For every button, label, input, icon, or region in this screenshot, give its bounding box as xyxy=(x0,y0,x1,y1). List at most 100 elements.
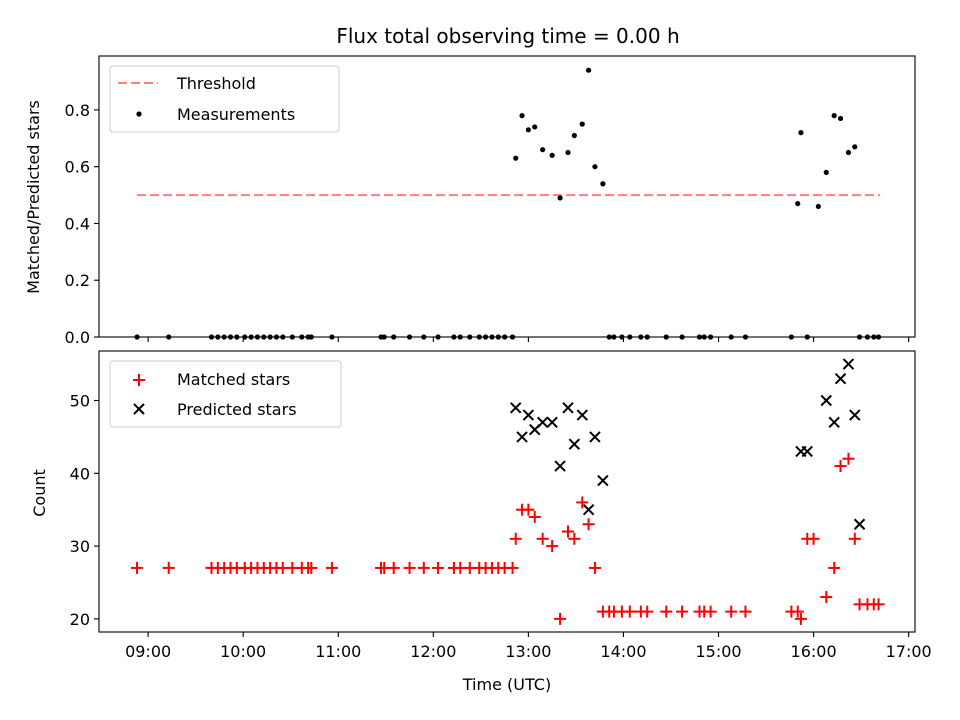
measurement-point xyxy=(421,334,427,340)
count-y-tick-label: 50 xyxy=(70,392,90,411)
predicted-star-point xyxy=(801,445,813,458)
measurement-point xyxy=(638,334,644,340)
ratio-y-tick-label: 0.4 xyxy=(65,214,90,233)
matched-star-point xyxy=(704,605,717,618)
measurement-point xyxy=(525,127,531,133)
measurement-point xyxy=(513,155,519,161)
matched-star-point xyxy=(162,561,175,574)
measurement-point xyxy=(451,334,457,340)
chart-title: Flux total observing time = 0.00 h xyxy=(336,24,679,48)
count-y-axis-label: Count xyxy=(30,469,49,517)
predicted-x-b xyxy=(801,445,813,458)
measurement-point xyxy=(248,334,254,340)
predicted-x-b xyxy=(589,431,601,443)
measurement-point xyxy=(166,334,172,340)
count-marks xyxy=(131,358,885,625)
matched-star-point xyxy=(325,561,338,574)
count-plot-frame xyxy=(98,350,916,633)
measurement-point xyxy=(856,334,863,340)
predicted-star-point xyxy=(582,503,595,516)
predicted-x-b xyxy=(546,416,558,429)
measurement-point xyxy=(391,334,397,340)
matched-star-point xyxy=(417,561,430,574)
predicted-star-point xyxy=(828,416,840,429)
matched-star-point xyxy=(432,561,445,574)
matched-star-point xyxy=(536,532,549,545)
predicted-x-b xyxy=(582,503,595,516)
measurement-point xyxy=(489,334,495,340)
measurement-point xyxy=(804,334,810,340)
measurement-point xyxy=(273,334,280,340)
measurement-point xyxy=(242,334,248,340)
matched-star-point xyxy=(794,612,807,625)
matched-star-point xyxy=(403,561,416,574)
x-tick-label: 13:00 xyxy=(505,642,551,661)
predicted-x-b xyxy=(516,431,528,443)
predicted-star-point xyxy=(834,372,847,385)
measurement-point xyxy=(815,203,821,210)
measurement-point xyxy=(871,334,877,340)
measurement-point xyxy=(586,67,592,73)
matched-star-point xyxy=(509,532,522,545)
legend-predicted-label: Predicted stars xyxy=(177,400,297,419)
matched-star-point xyxy=(588,561,601,574)
ratio-y-tick-label: 0.6 xyxy=(65,158,90,177)
predicted-star-point xyxy=(522,409,535,421)
matched-star-point xyxy=(582,518,595,531)
measurement-point xyxy=(627,334,633,340)
predicted-star-point xyxy=(820,394,832,407)
measurement-point xyxy=(540,147,546,153)
matched-star-point xyxy=(641,605,654,618)
predicted-x-b xyxy=(597,474,609,487)
predicted-star-point xyxy=(597,474,609,487)
predicted-x-b xyxy=(568,438,581,450)
matched-star-point xyxy=(623,605,636,618)
measurement-point xyxy=(329,334,335,340)
measurement-point xyxy=(831,113,837,119)
matched-star-point xyxy=(791,605,804,618)
x-tick-label: 11:00 xyxy=(315,642,361,661)
measurement-point xyxy=(644,334,650,340)
matched-star-point xyxy=(305,561,318,574)
predicted-star-point xyxy=(546,416,558,429)
legend-predicted-swatch xyxy=(133,403,145,415)
measurement-point xyxy=(261,334,267,340)
matched-star-point xyxy=(676,605,689,618)
measurement-point xyxy=(134,334,140,340)
matched-star-point xyxy=(807,532,820,545)
predicted-x-b xyxy=(853,518,866,530)
measurement-point xyxy=(457,334,463,340)
measurement-point xyxy=(837,115,844,122)
measurement-point xyxy=(308,334,314,340)
predicted-star-point xyxy=(562,402,574,414)
measurement-point xyxy=(852,144,858,150)
measurement-point xyxy=(509,334,516,340)
matched-star-point xyxy=(820,591,833,604)
measurement-point xyxy=(663,334,669,340)
legend-matched-label: Matched stars xyxy=(177,370,290,389)
ratio-legend: Threshold Measurements xyxy=(109,65,340,133)
ratio-legend-box xyxy=(109,65,340,133)
ratio-marks xyxy=(134,67,882,340)
measurement-point xyxy=(619,334,625,340)
measurement-point xyxy=(381,334,387,340)
measurement-point xyxy=(519,113,525,119)
measurement-point xyxy=(406,334,413,340)
legend-matched-swatch xyxy=(133,374,145,386)
predicted-star-point xyxy=(853,518,866,530)
count-y-tick-label: 40 xyxy=(70,464,90,483)
count-ticks: 09:00 10:00 11:00 12:00 13:00 14:00 15:00 16:00… xyxy=(70,392,932,661)
measurement-point xyxy=(611,334,617,340)
measurement-point xyxy=(221,334,227,340)
measurement-point xyxy=(606,334,612,340)
x-tick-label: 15:00 xyxy=(695,642,741,661)
matched-star-point xyxy=(842,452,855,465)
measurement-point xyxy=(708,334,714,340)
x-tick-label: 17:00 xyxy=(886,642,932,661)
matched-star-point xyxy=(387,561,400,574)
measurement-point xyxy=(234,334,240,340)
x-tick-label: 14:00 xyxy=(600,642,646,661)
matched-star-point xyxy=(506,561,519,574)
measurement-point xyxy=(549,152,555,158)
